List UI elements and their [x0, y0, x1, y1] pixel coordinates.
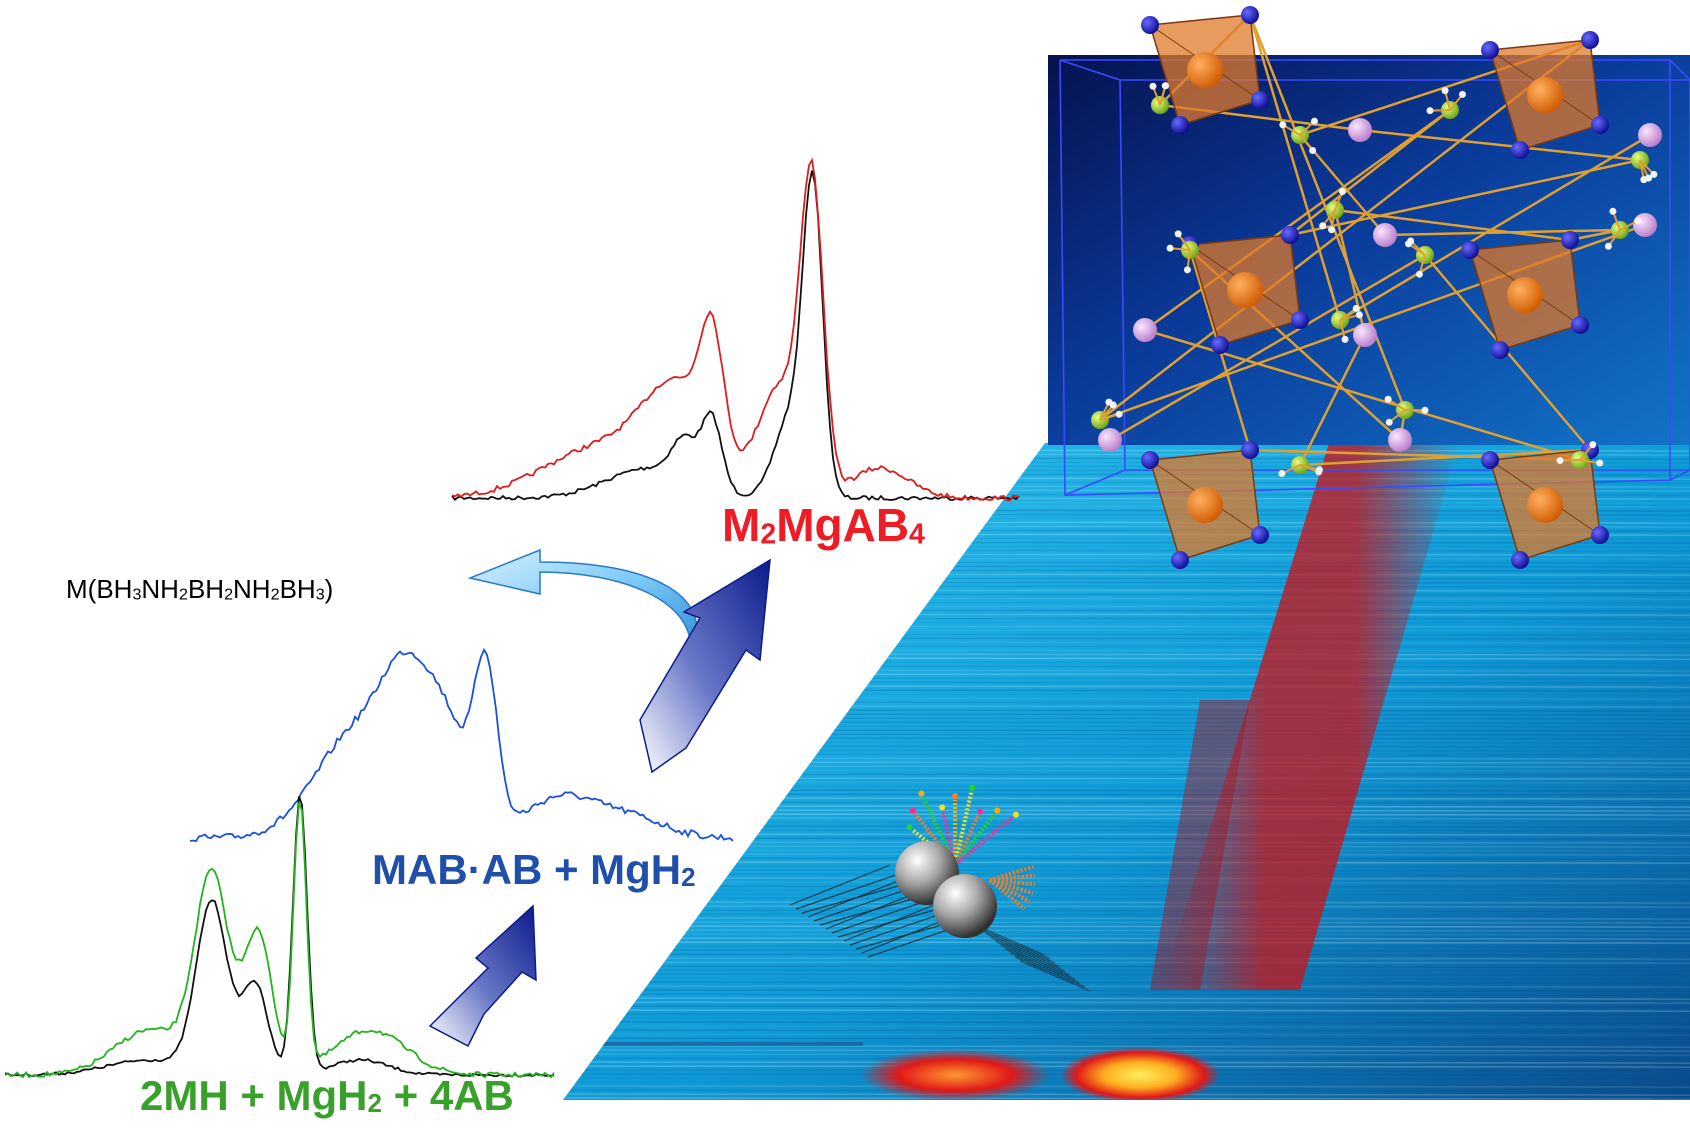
heatmap-hot-spot-1 — [860, 1049, 1050, 1100]
up-arrow-icon-lower — [428, 904, 537, 1048]
atom-set — [1091, 82, 1662, 477]
heatmap-hot-spot-2 — [1060, 1047, 1220, 1100]
mg-tetrahedra — [1141, 6, 1609, 569]
heatmap-red-band-secondary — [1150, 700, 1250, 990]
spectrum-top-red — [451, 157, 1020, 502]
label-mab-ab-mgh2: MAB·AB + MgH2 — [372, 846, 696, 893]
ball-mill-icon — [789, 784, 1091, 992]
label-2mh-mgh2-4ab: 2MH + MgH2 + 4AB — [140, 1072, 514, 1119]
spectrum-bottom-black — [4, 796, 555, 1078]
label-m2mgab4: M2MgAB4 — [722, 499, 925, 551]
label-formula: M(BH3NH2BH2NH2BH3) — [66, 574, 334, 604]
spectrum-top-black — [451, 170, 1020, 502]
heatmap-stripes — [563, 449, 1690, 1100]
heatmap-red-band — [1160, 443, 1460, 990]
crystal-structure — [1048, 6, 1690, 569]
curved-arrow-icon — [467, 548, 698, 659]
up-arrow-icon-upper — [639, 558, 771, 774]
spectrum-middle-blue — [189, 647, 734, 843]
heatmap-panel — [563, 443, 1690, 1100]
spectrum-bottom-green — [4, 802, 555, 1079]
